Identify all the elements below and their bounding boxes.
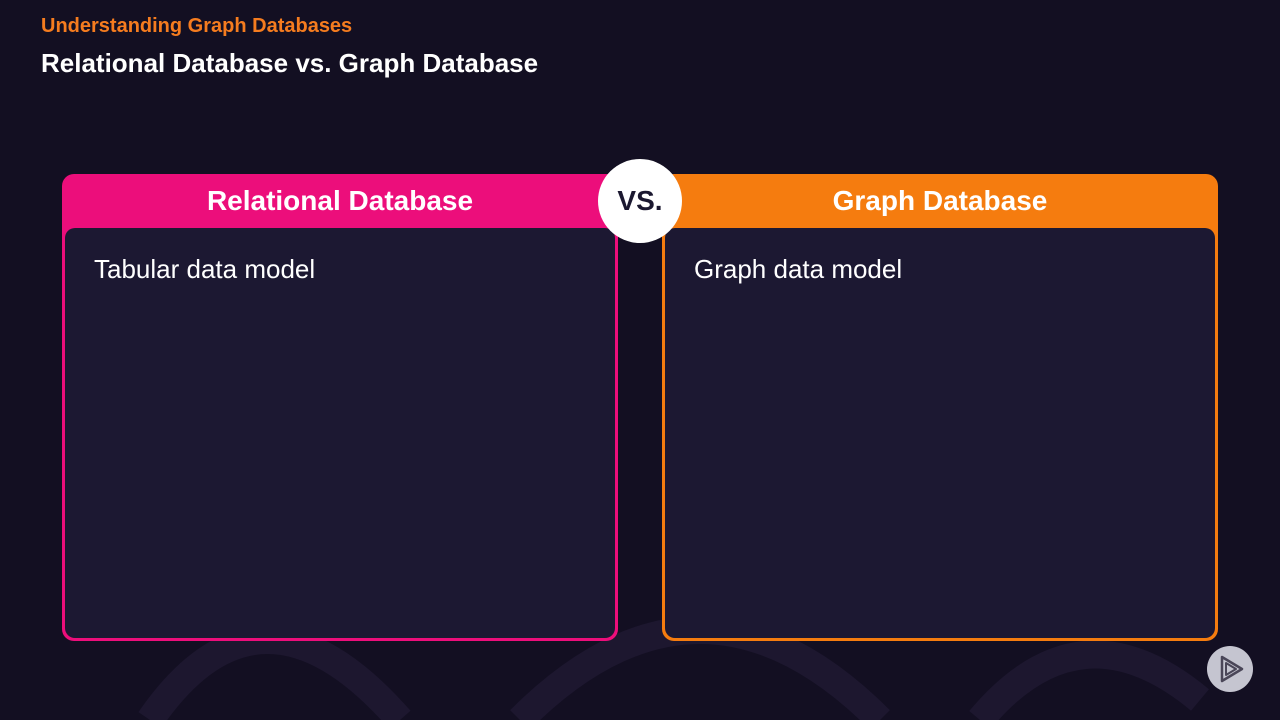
graph-database-body: Graph data model (665, 228, 1215, 638)
slide-title: Relational Database vs. Graph Database (41, 48, 539, 78)
relational-database-heading: Relational Database (206, 185, 474, 216)
relational-database-point: Tabular data model (94, 254, 316, 284)
graph-database-point: Graph data model (694, 254, 903, 284)
play-logo-icon (1207, 646, 1253, 692)
relational-database-panel: Relational Database Tabular data model (62, 174, 618, 641)
graph-database-heading: Graph Database (832, 185, 1048, 216)
relational-database-body: Tabular data model (65, 228, 615, 638)
graph-database-panel: Graph Database Graph data model (662, 174, 1218, 641)
vs-badge: VS. (598, 159, 682, 243)
section-kicker: Understanding Graph Databases (41, 15, 353, 37)
